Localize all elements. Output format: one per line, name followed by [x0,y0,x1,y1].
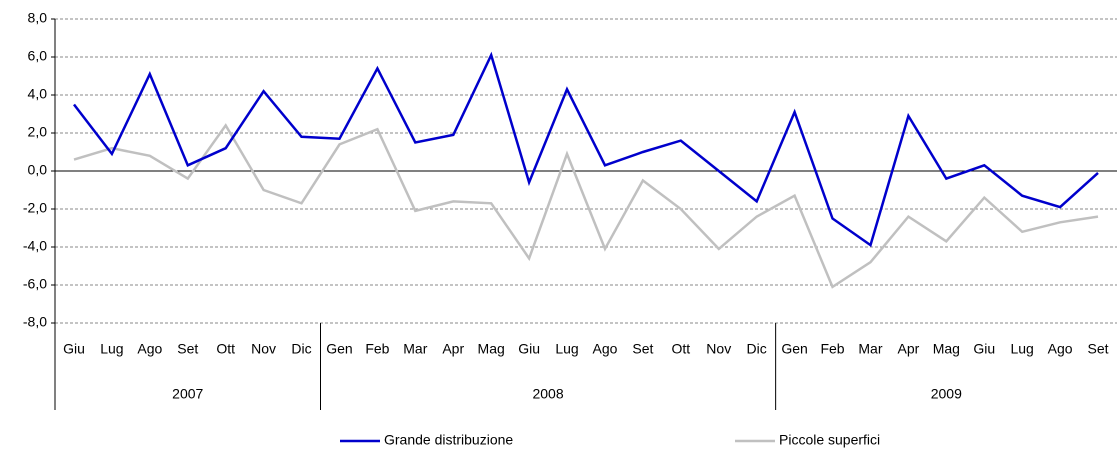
y-tick-label: -4,0 [23,238,47,254]
legend-label: Piccole superfici [779,432,880,448]
x-tick-label: Gen [326,341,352,357]
y-tick-label: 4,0 [28,86,48,102]
x-tick-label: Feb [365,341,389,357]
x-tick-label: Apr [897,341,919,357]
x-tick-label: Ago [137,341,162,357]
y-tick-label: 0,0 [28,162,48,178]
x-tick-label: Dic [291,341,311,357]
x-tick-label: Lug [100,341,123,357]
y-tick-label: 8,0 [28,10,48,26]
x-tick-label: Nov [706,341,731,357]
x-tick-label: Mag [478,341,505,357]
y-tick-label: 6,0 [28,48,48,64]
x-tick-label: Ott [671,341,690,357]
x-tick-label: Feb [820,341,844,357]
x-tick-label: Giu [518,341,540,357]
x-tick-label: Apr [442,341,464,357]
x-tick-label: Set [632,341,653,357]
x-tick-label: Nov [251,341,276,357]
x-tick-label: Lug [555,341,578,357]
series-line [73,123,1099,289]
series-line [73,51,1099,248]
y-tick-label: -8,0 [23,314,47,330]
x-tick-label: Dic [747,341,767,357]
x-tick-label: Ott [216,341,235,357]
x-tick-label: Lug [1010,341,1033,357]
x-tick-label: Mar [858,341,882,357]
y-tick-label: -2,0 [23,200,47,216]
x-tick-label: Giu [63,341,85,357]
x-tick-label: Giu [973,341,995,357]
x-tick-label: Set [177,341,198,357]
legend-label: Grande distribuzione [384,432,513,448]
group-label: 2007 [172,386,203,402]
y-tick-label: 2,0 [28,124,48,140]
x-tick-label: Gen [781,341,807,357]
x-tick-label: Set [1088,341,1109,357]
group-label: 2008 [532,386,563,402]
x-tick-label: Ago [1048,341,1073,357]
y-tick-label: -6,0 [23,276,47,292]
x-tick-label: Ago [593,341,618,357]
group-label: 2009 [931,386,962,402]
x-tick-label: Mag [933,341,960,357]
x-tick-label: Mar [403,341,427,357]
